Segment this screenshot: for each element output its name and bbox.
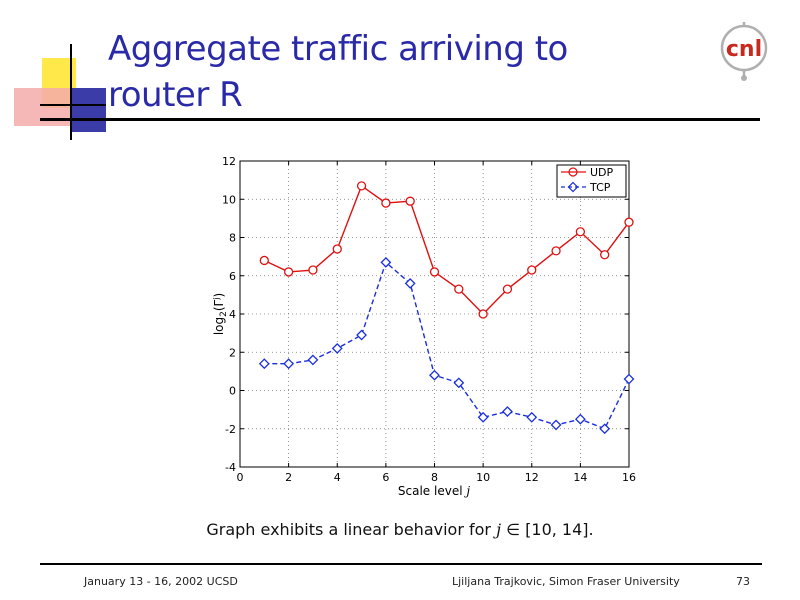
cnl-logo: cnl — [720, 22, 768, 81]
tick-layer: 0 2 4 6 8 10 12 14 16 -4 -2 0 2 4 6 8 10 12 — [222, 155, 636, 484]
data-point-udp — [332, 244, 342, 254]
data-point-tcp — [283, 358, 295, 370]
y-tick-label: -4 — [225, 461, 236, 474]
x-tick-label: 4 — [334, 471, 341, 484]
x-tick-label: 16 — [622, 471, 636, 484]
y-tick-label: 6 — [229, 270, 236, 283]
data-point-tcp — [574, 413, 586, 425]
footer-date-venue: January 13 - 16, 2002 UCSD — [84, 575, 238, 588]
data-point-tcp — [526, 411, 538, 423]
footer-rule — [40, 563, 762, 565]
data-point-tcp — [258, 358, 270, 370]
slide-title: Aggregate traffic arriving to router R — [108, 29, 568, 115]
data-point-tcp — [404, 277, 416, 289]
x-tick-label: 6 — [382, 471, 389, 484]
data-point-udp — [551, 246, 561, 256]
data-point-tcp — [331, 343, 343, 354]
x-tick-label: 10 — [476, 471, 490, 484]
data-point-udp — [527, 265, 537, 275]
data-point-udp — [624, 217, 634, 227]
data-point-udp — [308, 265, 318, 275]
data-point-tcp — [307, 354, 319, 366]
title-rule — [40, 118, 760, 121]
data-point-udp — [405, 196, 415, 206]
data-point-tcp — [623, 373, 635, 385]
data-point-udp — [600, 250, 610, 260]
series-line-udp — [264, 184, 630, 316]
data-point-udp — [381, 198, 391, 208]
y-tick-label: 2 — [229, 346, 236, 359]
legend: UDP TCP — [556, 164, 627, 198]
caption-text-end: ∈ [10, 14]. — [501, 520, 594, 539]
legend-udp-label: UDP — [590, 166, 614, 179]
traffic-chart: 0 2 4 6 8 10 12 14 16 -4 -2 0 2 4 6 8 10 12 Scale level j… — [212, 155, 636, 498]
legend-tcp-label: TCP — [589, 181, 611, 194]
data-point-udp — [356, 181, 367, 191]
caption-variable: j — [496, 520, 502, 539]
data-point-tcp — [380, 256, 392, 268]
x-tick-label: 8 — [431, 471, 438, 484]
x-tick-label: 12 — [525, 471, 539, 484]
y-tick-label: 8 — [229, 232, 236, 245]
x-tick-label: 14 — [573, 471, 587, 484]
x-axis-label: Scale level j — [398, 484, 470, 498]
data-point-udp — [259, 255, 269, 266]
decor-horizontal-line — [40, 104, 106, 106]
page-number: 73 — [736, 575, 750, 588]
data-point-udp — [502, 284, 513, 294]
legend-tcp-marker — [567, 181, 579, 193]
data-point-tcp — [502, 406, 513, 417]
legend-udp-marker — [568, 167, 578, 177]
data-point-tcp — [550, 419, 562, 431]
data-point-udp — [429, 267, 440, 277]
data-point-udp — [454, 284, 464, 294]
y-tick-label: 10 — [222, 193, 236, 206]
data-point-tcp — [477, 411, 489, 423]
logo-text: cnl — [726, 37, 762, 62]
logo-dot — [741, 75, 747, 81]
x-tick-label: 2 — [285, 471, 292, 484]
slide-caption: Graph exhibits a linear behavior for j ∈… — [0, 520, 800, 539]
data-point-tcp — [453, 377, 465, 389]
y-tick-label: 0 — [229, 385, 236, 398]
y-tick-label: 4 — [229, 308, 236, 321]
series-layer — [258, 181, 635, 435]
y-axis-label: log2(Γj) — [212, 293, 229, 335]
data-point-tcp — [599, 423, 611, 435]
decor-vertical-line — [70, 44, 72, 140]
y-tick-label: 12 — [222, 155, 236, 168]
data-point-udp — [283, 267, 294, 277]
grid-layer — [240, 161, 629, 467]
data-point-tcp — [429, 369, 440, 381]
caption-text-start: Graph exhibits a linear behavior for — [206, 520, 497, 539]
y-tick-label: -2 — [225, 423, 236, 436]
decor-blue-square — [72, 88, 106, 132]
footer-author: Ljiljana Trajkovic, Simon Fraser Univers… — [452, 575, 680, 588]
data-point-udp — [478, 309, 488, 319]
data-point-tcp — [356, 329, 367, 341]
x-tick-label: 0 — [237, 471, 244, 484]
data-point-udp — [575, 227, 586, 237]
series-line-tcp — [264, 261, 630, 430]
legend-box — [556, 164, 627, 198]
